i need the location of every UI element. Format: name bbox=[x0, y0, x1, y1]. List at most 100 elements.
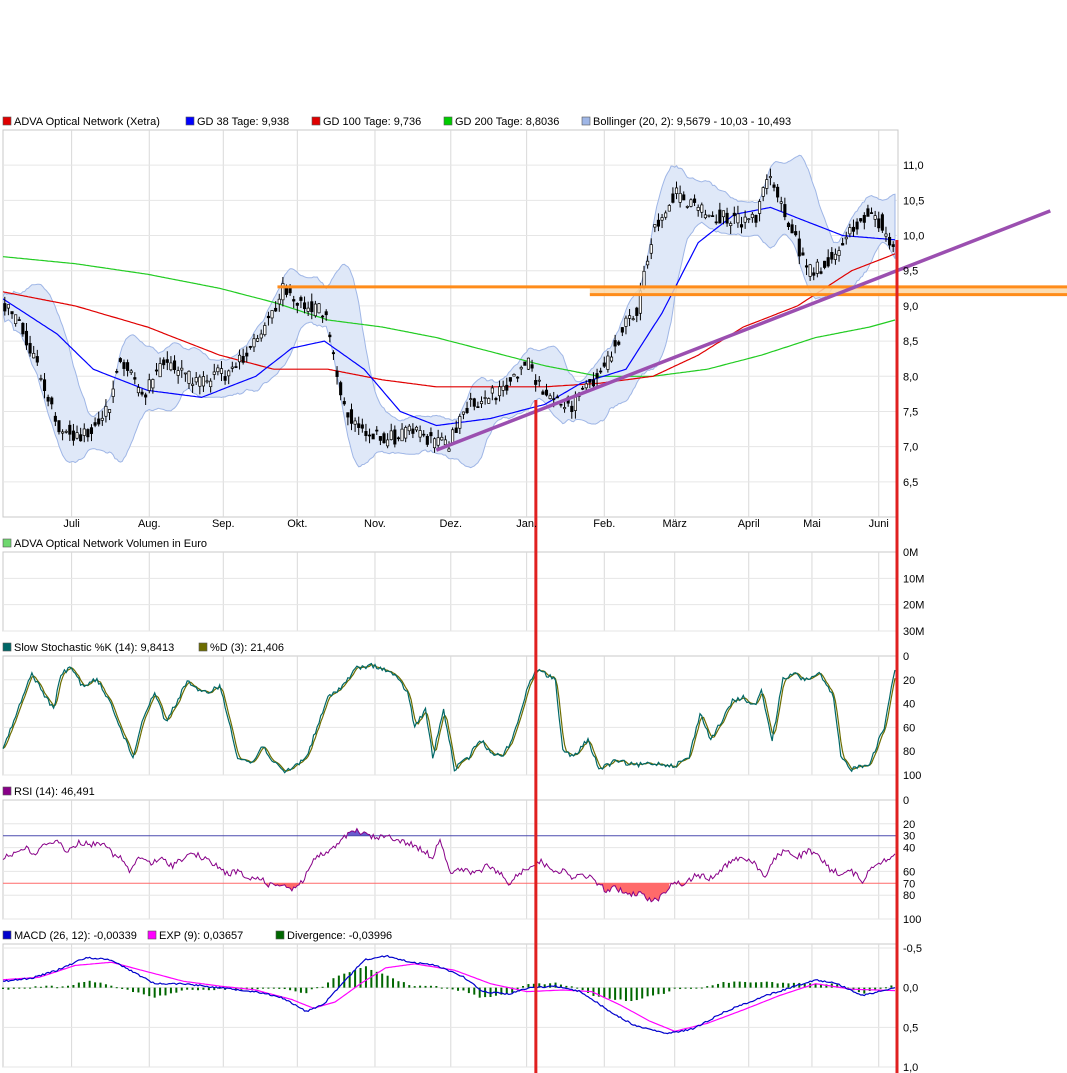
legend-swatch bbox=[275, 930, 285, 940]
candle-body bbox=[404, 427, 408, 439]
macd-divergence-bar bbox=[646, 987, 649, 997]
macd-divergence-bar bbox=[392, 978, 395, 988]
candle-body bbox=[28, 343, 32, 354]
candle-body bbox=[591, 379, 596, 387]
macd-divergence-bar bbox=[814, 983, 817, 988]
macd-divergence-bar bbox=[148, 987, 151, 997]
annotations bbox=[277, 209, 1067, 1073]
candle-body bbox=[104, 405, 108, 417]
candle-body bbox=[465, 407, 469, 413]
candle-body bbox=[750, 213, 754, 219]
macd-divergence-bar bbox=[668, 987, 671, 992]
candle-body bbox=[833, 253, 837, 260]
macd-divergence-bar bbox=[874, 987, 877, 991]
macd-divergence-bar bbox=[879, 987, 882, 989]
rsi-line bbox=[2, 827, 896, 903]
candle-body bbox=[877, 218, 881, 229]
candle-body bbox=[714, 221, 718, 224]
candle-body bbox=[758, 201, 762, 214]
candle-body bbox=[3, 303, 7, 312]
legend-swatch bbox=[2, 786, 12, 796]
macd-divergence-bar bbox=[608, 987, 611, 999]
candle-body bbox=[277, 298, 281, 305]
chart-labels: ADVA Optical Network (Xetra) GD 38 Tage: … bbox=[2, 116, 924, 1073]
macd-divergence-bar bbox=[722, 982, 725, 988]
candle-body bbox=[82, 428, 86, 436]
macd-divergence-bar bbox=[792, 982, 795, 988]
candle-body bbox=[808, 264, 812, 277]
macd-divergence-bar bbox=[29, 987, 32, 989]
macd-divergence-bar bbox=[180, 987, 183, 991]
macd-divergence-bar bbox=[110, 985, 113, 988]
candle-body bbox=[602, 362, 606, 367]
candle-body bbox=[118, 358, 122, 362]
candle-body bbox=[97, 418, 101, 425]
candle-body bbox=[256, 338, 260, 342]
macd-divergence-bar bbox=[408, 985, 411, 988]
candle-body bbox=[826, 257, 830, 267]
x-tick-label: Okt. bbox=[287, 518, 307, 530]
candle-body bbox=[548, 395, 552, 399]
macd-divergence-bar bbox=[115, 987, 118, 989]
y-tick-label: 20 bbox=[903, 675, 915, 687]
macd-divergence-bar bbox=[67, 985, 70, 988]
x-tick-label: Juli bbox=[63, 518, 80, 530]
candle-body bbox=[411, 428, 415, 434]
ma-38-line bbox=[3, 206, 896, 427]
y-tick-label: 80 bbox=[903, 746, 915, 758]
candle-body bbox=[227, 370, 231, 377]
macd-divergence-bar bbox=[559, 984, 562, 988]
macd-divergence-bar bbox=[576, 987, 579, 989]
macd-divergence-bar bbox=[283, 987, 286, 990]
candle-body bbox=[42, 379, 47, 392]
candle-body bbox=[371, 433, 375, 440]
y-tick-label: 20 bbox=[903, 819, 915, 831]
candle-body bbox=[169, 362, 173, 371]
candle-body bbox=[783, 204, 787, 218]
candle-body bbox=[331, 352, 335, 355]
y-tick-label: 30M bbox=[903, 626, 924, 638]
candle-body bbox=[209, 380, 213, 388]
candle-body bbox=[187, 370, 191, 384]
macd-divergence-bar bbox=[494, 987, 497, 996]
y-tick-label: 100 bbox=[903, 770, 921, 782]
macd-divergence-bar bbox=[413, 986, 416, 988]
macd-divergence-bar bbox=[213, 987, 216, 991]
candle-body bbox=[707, 214, 711, 217]
macd-divergence-bar bbox=[662, 987, 665, 994]
candle-body bbox=[115, 370, 119, 373]
candle-body bbox=[342, 401, 346, 405]
candle-body bbox=[866, 208, 870, 217]
macd-divergence-bar bbox=[624, 987, 627, 1001]
candle-body bbox=[848, 227, 852, 235]
macd-divergence-bar bbox=[489, 987, 492, 998]
legend-swatch bbox=[2, 538, 12, 548]
y-tick-label: 80 bbox=[903, 890, 915, 902]
legend-label: MACD (26, 12): -0,00339 bbox=[14, 930, 137, 942]
macd-divergence-bar bbox=[256, 987, 259, 990]
candle-body bbox=[855, 221, 859, 230]
candle-body bbox=[458, 416, 462, 429]
candle-body bbox=[281, 283, 285, 301]
macd-divergence-bar bbox=[386, 975, 389, 988]
macd-divergence-bar bbox=[34, 986, 37, 988]
y-tick-label: 60 bbox=[903, 866, 915, 878]
macd-divergence-bar bbox=[310, 987, 313, 990]
macd-divergence-bar bbox=[121, 987, 124, 990]
price-panel bbox=[3, 154, 896, 469]
legend-swatch bbox=[2, 642, 12, 652]
candle-body bbox=[599, 370, 603, 373]
candle-body bbox=[841, 243, 845, 246]
macd-divergence-bar bbox=[197, 987, 200, 991]
candle-body bbox=[368, 434, 372, 437]
candle-body bbox=[747, 218, 751, 221]
macd-divergence-bar bbox=[543, 984, 546, 988]
candle-body bbox=[660, 217, 664, 221]
macd-divergence-bar bbox=[684, 987, 687, 989]
candle-body bbox=[530, 364, 534, 369]
macd-divergence-bar bbox=[164, 987, 167, 996]
candle-body bbox=[433, 438, 437, 449]
macd-divergence-bar bbox=[511, 987, 514, 993]
macd-divergence-bar bbox=[744, 981, 747, 988]
candle-body bbox=[223, 376, 227, 381]
